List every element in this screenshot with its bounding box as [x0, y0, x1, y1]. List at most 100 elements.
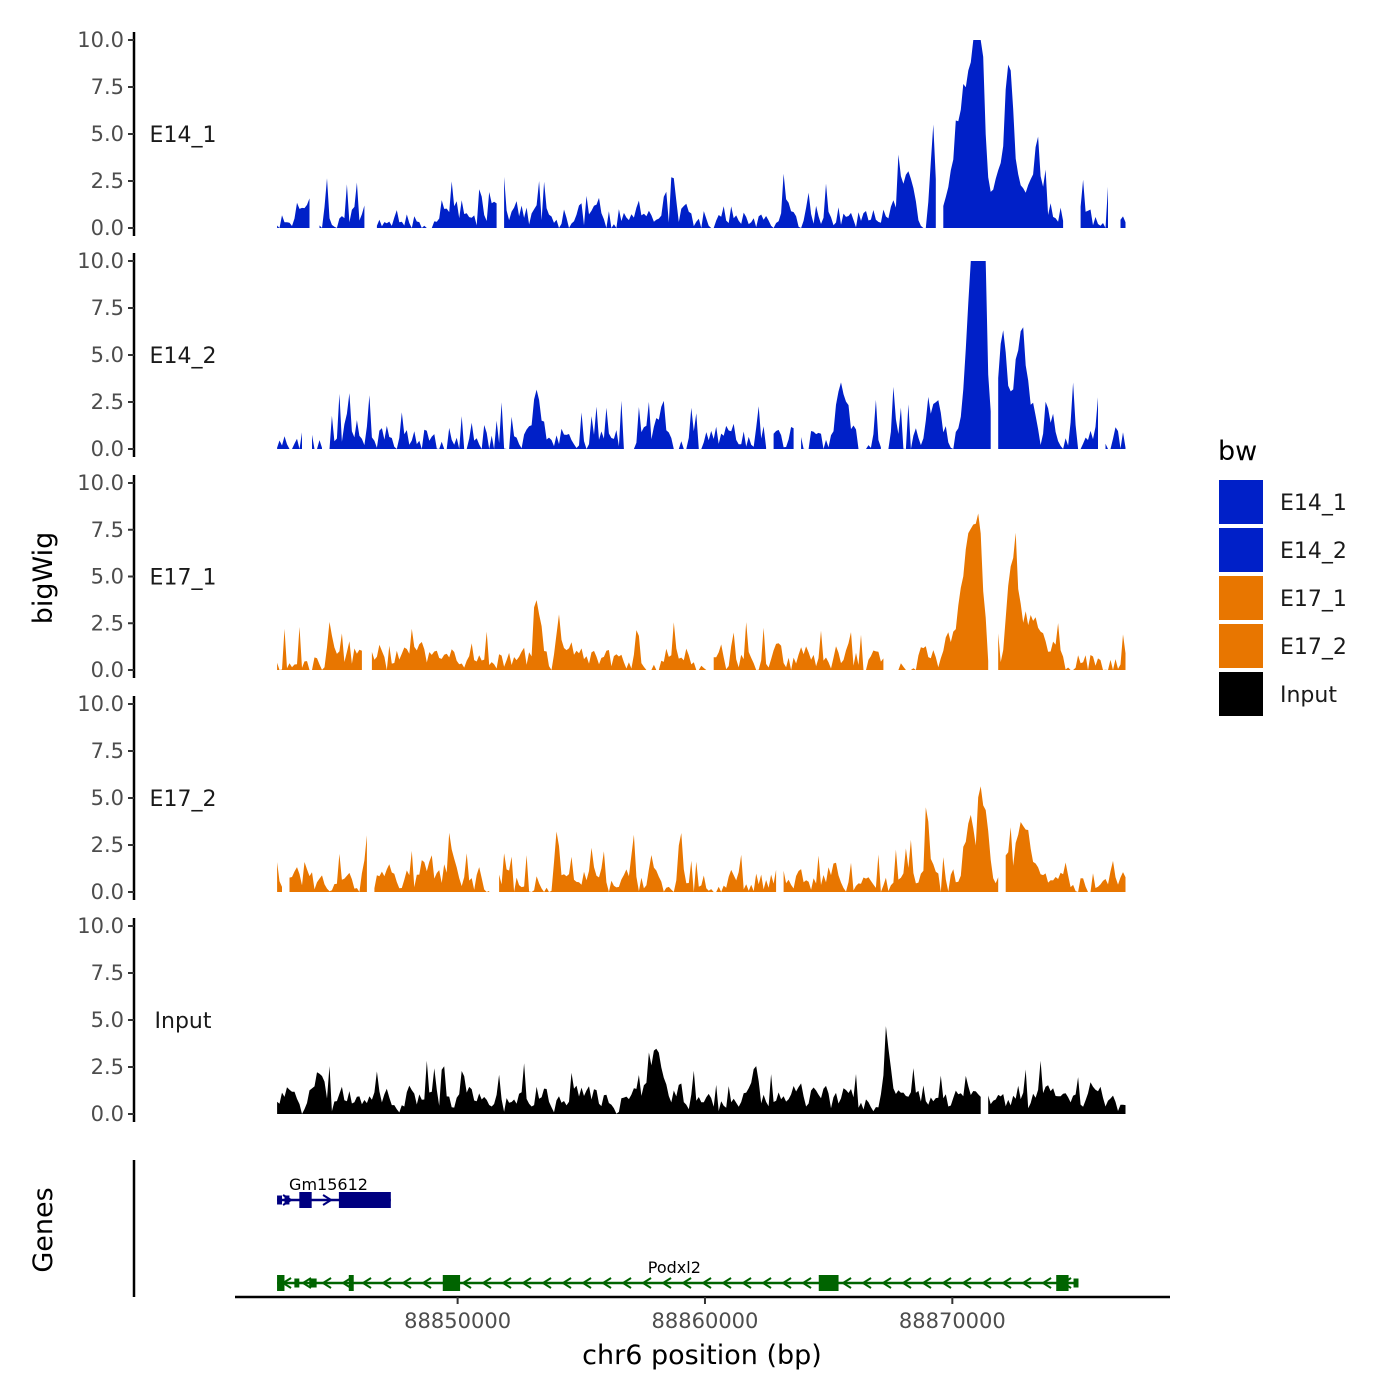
strand-arrow [621, 1277, 632, 1289]
strand-arrow [361, 1277, 372, 1289]
legend-item-e14-2: E14_2 [1219, 528, 1347, 572]
gene-exon [284, 1195, 290, 1205]
gene-exon [277, 1275, 285, 1291]
panel-e14-1: 0.0 2.5 5.0 7.5 10.0 E14_1 [77, 28, 1126, 240]
track-label: Input [155, 1009, 212, 1034]
y-tick-label: 2.5 [91, 1055, 124, 1079]
gene-gm15612: Gm15612 [277, 1175, 391, 1208]
legend-label: E14_2 [1280, 539, 1347, 564]
panel-e14-2: 0.0 2.5 5.0 7.5 10.0 E14_2 [77, 249, 1126, 461]
y-tick-label: 2.5 [91, 611, 124, 635]
x-axis-title: chr6 position (bp) [582, 1340, 822, 1371]
strand-arrow [841, 1277, 852, 1289]
y-tick-label: 0.0 [91, 658, 124, 682]
gene-exon [338, 1192, 391, 1208]
strand-arrow [921, 1277, 932, 1289]
legend-swatch [1219, 576, 1263, 620]
coverage-area-e17-2 [277, 786, 1126, 892]
legend-title: bw [1218, 436, 1257, 467]
strand-arrow [781, 1277, 792, 1289]
strand-arrow [641, 1277, 652, 1289]
y-tick-label: 10.0 [77, 249, 124, 273]
x-axis: 88850000 88860000 88870000 [235, 1295, 1170, 1333]
gene-label: Gm15612 [289, 1175, 368, 1194]
strand-arrow [1021, 1277, 1032, 1289]
strand-arrow [601, 1277, 612, 1289]
strand-arrow [1001, 1277, 1012, 1289]
y-tick-label: 0.0 [91, 1102, 124, 1126]
gene-exon [277, 1195, 282, 1205]
legend-swatch [1219, 480, 1263, 524]
y-tick-label: 7.5 [91, 739, 124, 763]
strand-arrow [861, 1277, 872, 1289]
gene-label: Podxl2 [648, 1258, 701, 1277]
strand-arrow [301, 1277, 312, 1289]
gene-exon [442, 1275, 461, 1291]
gene-exon [348, 1275, 354, 1291]
legend-swatch [1219, 528, 1263, 572]
strand-arrow [341, 1277, 352, 1289]
strand-arrow [881, 1277, 892, 1289]
y-tick-label: 2.5 [91, 169, 124, 193]
y-tick-label: 2.5 [91, 833, 124, 857]
y-tick-label: 2.5 [91, 390, 124, 414]
legend-label: E17_2 [1280, 635, 1347, 660]
y-axis-title: bigWig [28, 532, 59, 625]
x-tick-label: 88870000 [899, 1309, 1006, 1333]
strand-arrow [561, 1277, 572, 1289]
strand-arrow [761, 1277, 772, 1289]
strand-arrow [581, 1277, 592, 1289]
legend-item-e14-1: E14_1 [1219, 480, 1347, 524]
gene-exon [309, 1278, 317, 1288]
x-tick-label: 88860000 [652, 1309, 759, 1333]
genes-panel: Gm15612 Podxl2 [132, 1160, 1079, 1297]
legend: bw E14_1 E14_2 E17_1 E17_2 Input [1218, 436, 1347, 716]
y-tick-label: 10.0 [77, 28, 124, 52]
y-tick-label: 0.0 [91, 216, 124, 240]
strand-arrow [421, 1277, 432, 1289]
signal-panels: 0.0 2.5 5.0 7.5 10.0 E14_1 0.0 2.5 5.0 7.5 10.0 E14… [77, 28, 1126, 1126]
y-tick-label: 10.0 [77, 471, 124, 495]
panel-e17-2: 0.0 2.5 5.0 7.5 10.0 E17_2 [77, 692, 1126, 904]
panel-e17-1: 0.0 2.5 5.0 7.5 10.0 E17_1 [77, 471, 1126, 682]
gene-exon [299, 1192, 312, 1208]
legend-item-e17-1: E17_1 [1219, 576, 1347, 620]
y-tick-label: 0.0 [91, 437, 124, 461]
y-tick-label: 5.0 [91, 122, 124, 146]
panel-input: 0.0 2.5 5.0 7.5 10.0 Input [77, 914, 1126, 1126]
strand-arrow [521, 1277, 532, 1289]
strand-arrow [322, 1194, 333, 1206]
strand-arrow [741, 1277, 752, 1289]
strand-arrow [541, 1277, 552, 1289]
strand-arrow [381, 1277, 392, 1289]
strand-arrow [481, 1277, 492, 1289]
legend-item-input: Input [1219, 672, 1337, 716]
coverage-area-e14-1 [277, 40, 1126, 228]
y-tick-label: 0.0 [91, 880, 124, 904]
gene-exon [294, 1278, 300, 1288]
y-tick-label: 7.5 [91, 518, 124, 542]
legend-swatch [1219, 672, 1263, 716]
y-tick-label: 7.5 [91, 296, 124, 320]
gene-exon [1056, 1275, 1069, 1291]
track-label: E14_1 [150, 123, 217, 148]
coverage-area-input [277, 1026, 1126, 1114]
strand-arrow [461, 1277, 472, 1289]
y-tick-label: 7.5 [91, 75, 124, 99]
strand-arrow [801, 1277, 812, 1289]
strand-arrow [321, 1277, 332, 1289]
coverage-area-e14-2 [277, 261, 1126, 449]
y-tick-label: 10.0 [77, 914, 124, 938]
track-label: E17_1 [150, 566, 217, 591]
legend-item-e17-2: E17_2 [1219, 624, 1347, 668]
strand-arrow [981, 1277, 992, 1289]
strand-arrow [721, 1277, 732, 1289]
legend-swatch [1219, 624, 1263, 668]
strand-arrow [501, 1277, 512, 1289]
track-label: E17_2 [150, 787, 217, 812]
legend-label: Input [1280, 683, 1337, 708]
legend-label: E17_1 [1280, 587, 1347, 612]
legend-label: E14_1 [1280, 491, 1347, 516]
y-tick-label: 5.0 [91, 565, 124, 589]
genes-axis-title: Genes [28, 1187, 59, 1272]
